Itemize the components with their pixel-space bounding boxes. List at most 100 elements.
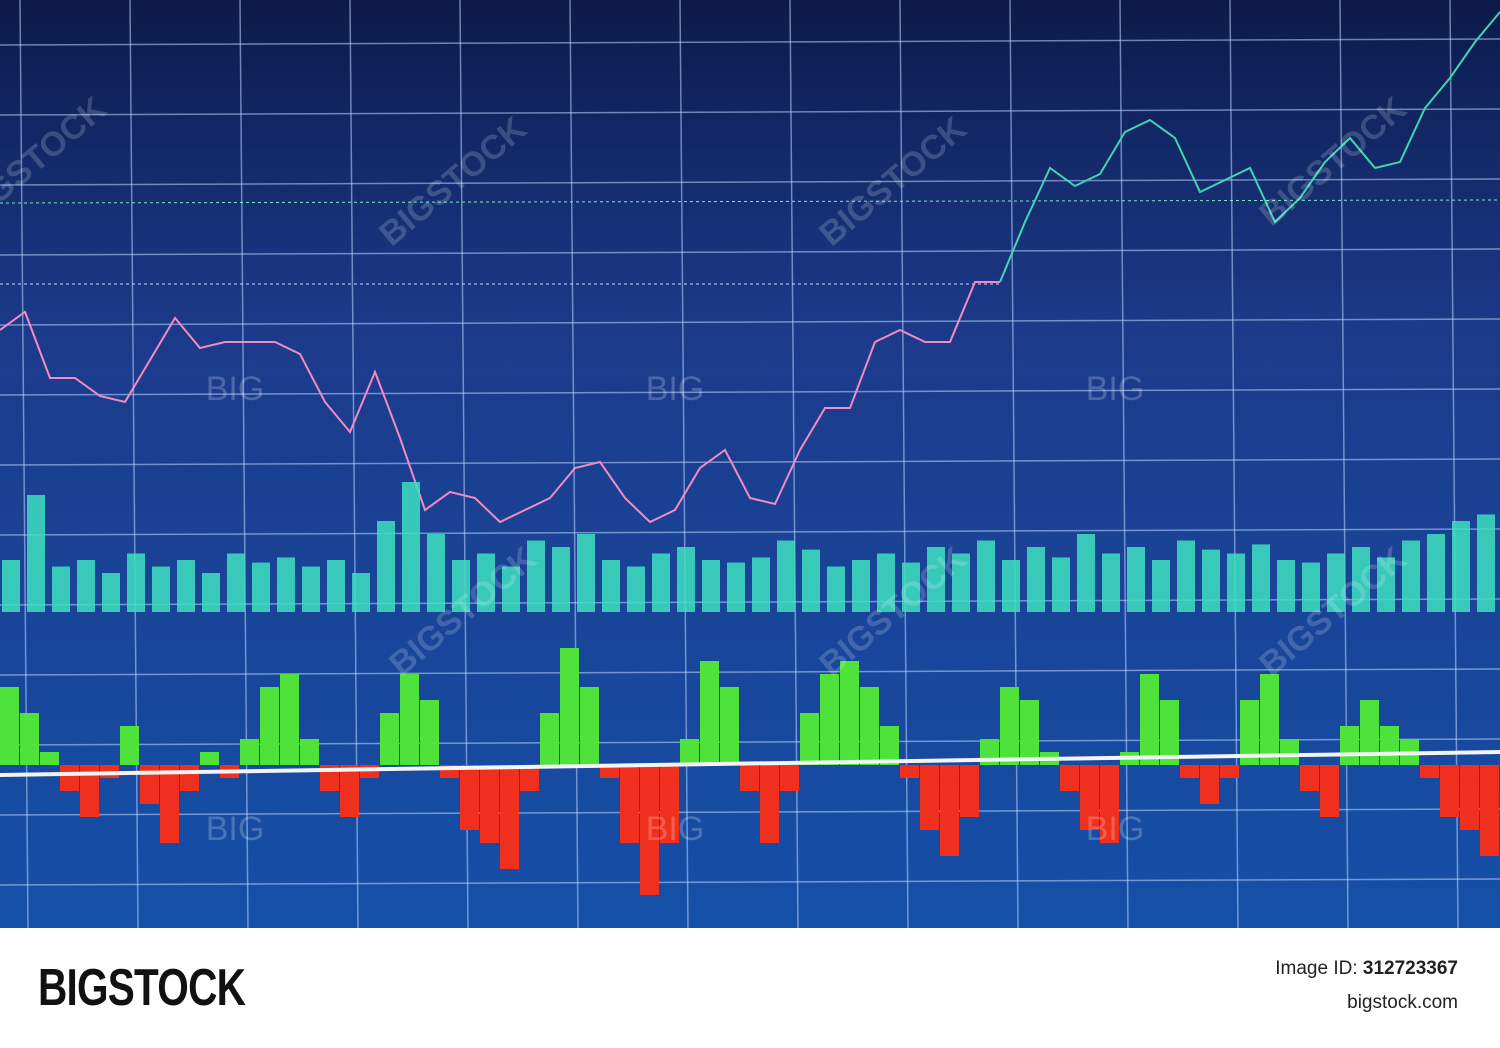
- volume-bar: [227, 553, 245, 612]
- volume-bar: [327, 560, 345, 612]
- oscillator-bar: [480, 765, 499, 843]
- grid-line-h: [0, 528, 1500, 536]
- volume-bar: [552, 547, 570, 612]
- oscillator-bar: [780, 765, 799, 791]
- zero-line: [0, 750, 1500, 777]
- volume-bar: [877, 553, 895, 612]
- volume-bar: [427, 534, 445, 612]
- id-value: 312723367: [1362, 958, 1458, 979]
- oscillator-bar: [1160, 700, 1179, 765]
- watermark-small: BIG: [206, 370, 265, 408]
- oscillator-bar: [1200, 765, 1219, 804]
- volume-bar: [477, 553, 495, 612]
- oscillator-bar: [1000, 687, 1019, 765]
- oscillator-bar: [80, 765, 99, 817]
- oscillator-bar: [820, 674, 839, 765]
- volume-bar: [777, 540, 795, 612]
- oscillator-bar: [640, 765, 659, 895]
- volume-bar: [1177, 540, 1195, 612]
- oscillator-bar: [380, 713, 399, 765]
- reference-line: [0, 199, 1500, 204]
- oscillator-bar: [180, 765, 199, 791]
- grid-line-v: [1339, 0, 1349, 928]
- oscillator-bar: [900, 765, 919, 778]
- volume-bar: [602, 560, 620, 612]
- volume-bar: [252, 562, 270, 612]
- volume-bar: [627, 566, 645, 612]
- volume-bar: [977, 540, 995, 612]
- volume-bar: [1002, 560, 1020, 612]
- oscillator-bar: [700, 661, 719, 765]
- oscillator-bar: [1260, 674, 1279, 765]
- volume-bar: [702, 560, 720, 612]
- oscillator-bar: [1060, 765, 1079, 791]
- volume-bar: [802, 549, 820, 612]
- volume-bar: [202, 573, 220, 612]
- grid-line-h: [0, 458, 1500, 466]
- oscillator-bar: [160, 765, 179, 843]
- volume-bar: [1302, 562, 1320, 612]
- oscillator-bar: [40, 752, 59, 765]
- volume-bar: [177, 560, 195, 612]
- oscillator-bar: [1340, 726, 1359, 765]
- oscillator-bar: [520, 765, 539, 791]
- volume-bar: [527, 540, 545, 612]
- site: bigstock.com: [1347, 992, 1458, 1013]
- oscillator-bar: [1080, 765, 1099, 830]
- oscillator-bar: [1360, 700, 1379, 765]
- grid-line-h: [0, 38, 1500, 46]
- grid-line-h: [0, 248, 1500, 256]
- volume-bar: [152, 566, 170, 612]
- price-line: [999, 11, 1500, 283]
- grid-line-h: [0, 808, 1500, 816]
- oscillator-bar: [300, 739, 319, 765]
- oscillator-bar: [920, 765, 939, 830]
- volume-bar: [402, 482, 420, 612]
- image-id: Image ID: 312723367: [1275, 958, 1458, 980]
- volume-bar: [102, 573, 120, 612]
- oscillator-bar: [460, 765, 479, 830]
- oscillator-bar: [600, 765, 619, 778]
- oscillator-bar: [400, 674, 419, 765]
- grid-line-v: [1119, 0, 1129, 928]
- oscillator-bar: [240, 739, 259, 765]
- oscillator-bar: [340, 765, 359, 817]
- grid-line-h: [0, 318, 1500, 326]
- oscillator-bar: [1020, 700, 1039, 765]
- volume-bar: [302, 566, 320, 612]
- oscillator-bar: [360, 765, 379, 778]
- oscillator-bar: [500, 765, 519, 869]
- oscillator-bar: [280, 674, 299, 765]
- volume-bar: [2, 560, 20, 612]
- volume-bar: [1277, 560, 1295, 612]
- grid-line-v: [1009, 0, 1019, 928]
- oscillator-bar: [620, 765, 639, 843]
- oscillator-bar: [1480, 765, 1499, 856]
- id-label: Image ID:: [1275, 958, 1358, 979]
- volume-bar: [1377, 557, 1395, 612]
- oscillator-bar: [1440, 765, 1459, 817]
- oscillator-bar: [880, 726, 899, 765]
- oscillator-bar: [720, 687, 739, 765]
- oscillator-bar: [1100, 765, 1119, 843]
- oscillator-bar: [800, 713, 819, 765]
- volume-bar: [902, 562, 920, 612]
- volume-bar: [52, 566, 70, 612]
- watermark-small: BIG: [1086, 810, 1145, 848]
- oscillator-bar: [1140, 674, 1159, 765]
- oscillator-bar: [1420, 765, 1439, 778]
- volume-bar: [1077, 534, 1095, 612]
- oscillator-bar: [680, 739, 699, 765]
- oscillator-bar: [20, 713, 39, 765]
- volume-bar: [77, 560, 95, 612]
- volume-bar: [927, 547, 945, 612]
- oscillator-bar: [580, 687, 599, 765]
- oscillator-bar: [200, 752, 219, 765]
- oscillator-bar: [840, 661, 859, 765]
- volume-bar: [1152, 560, 1170, 612]
- oscillator-bar: [1220, 765, 1239, 778]
- volume-bar: [377, 521, 395, 612]
- volume-bar: [1227, 553, 1245, 612]
